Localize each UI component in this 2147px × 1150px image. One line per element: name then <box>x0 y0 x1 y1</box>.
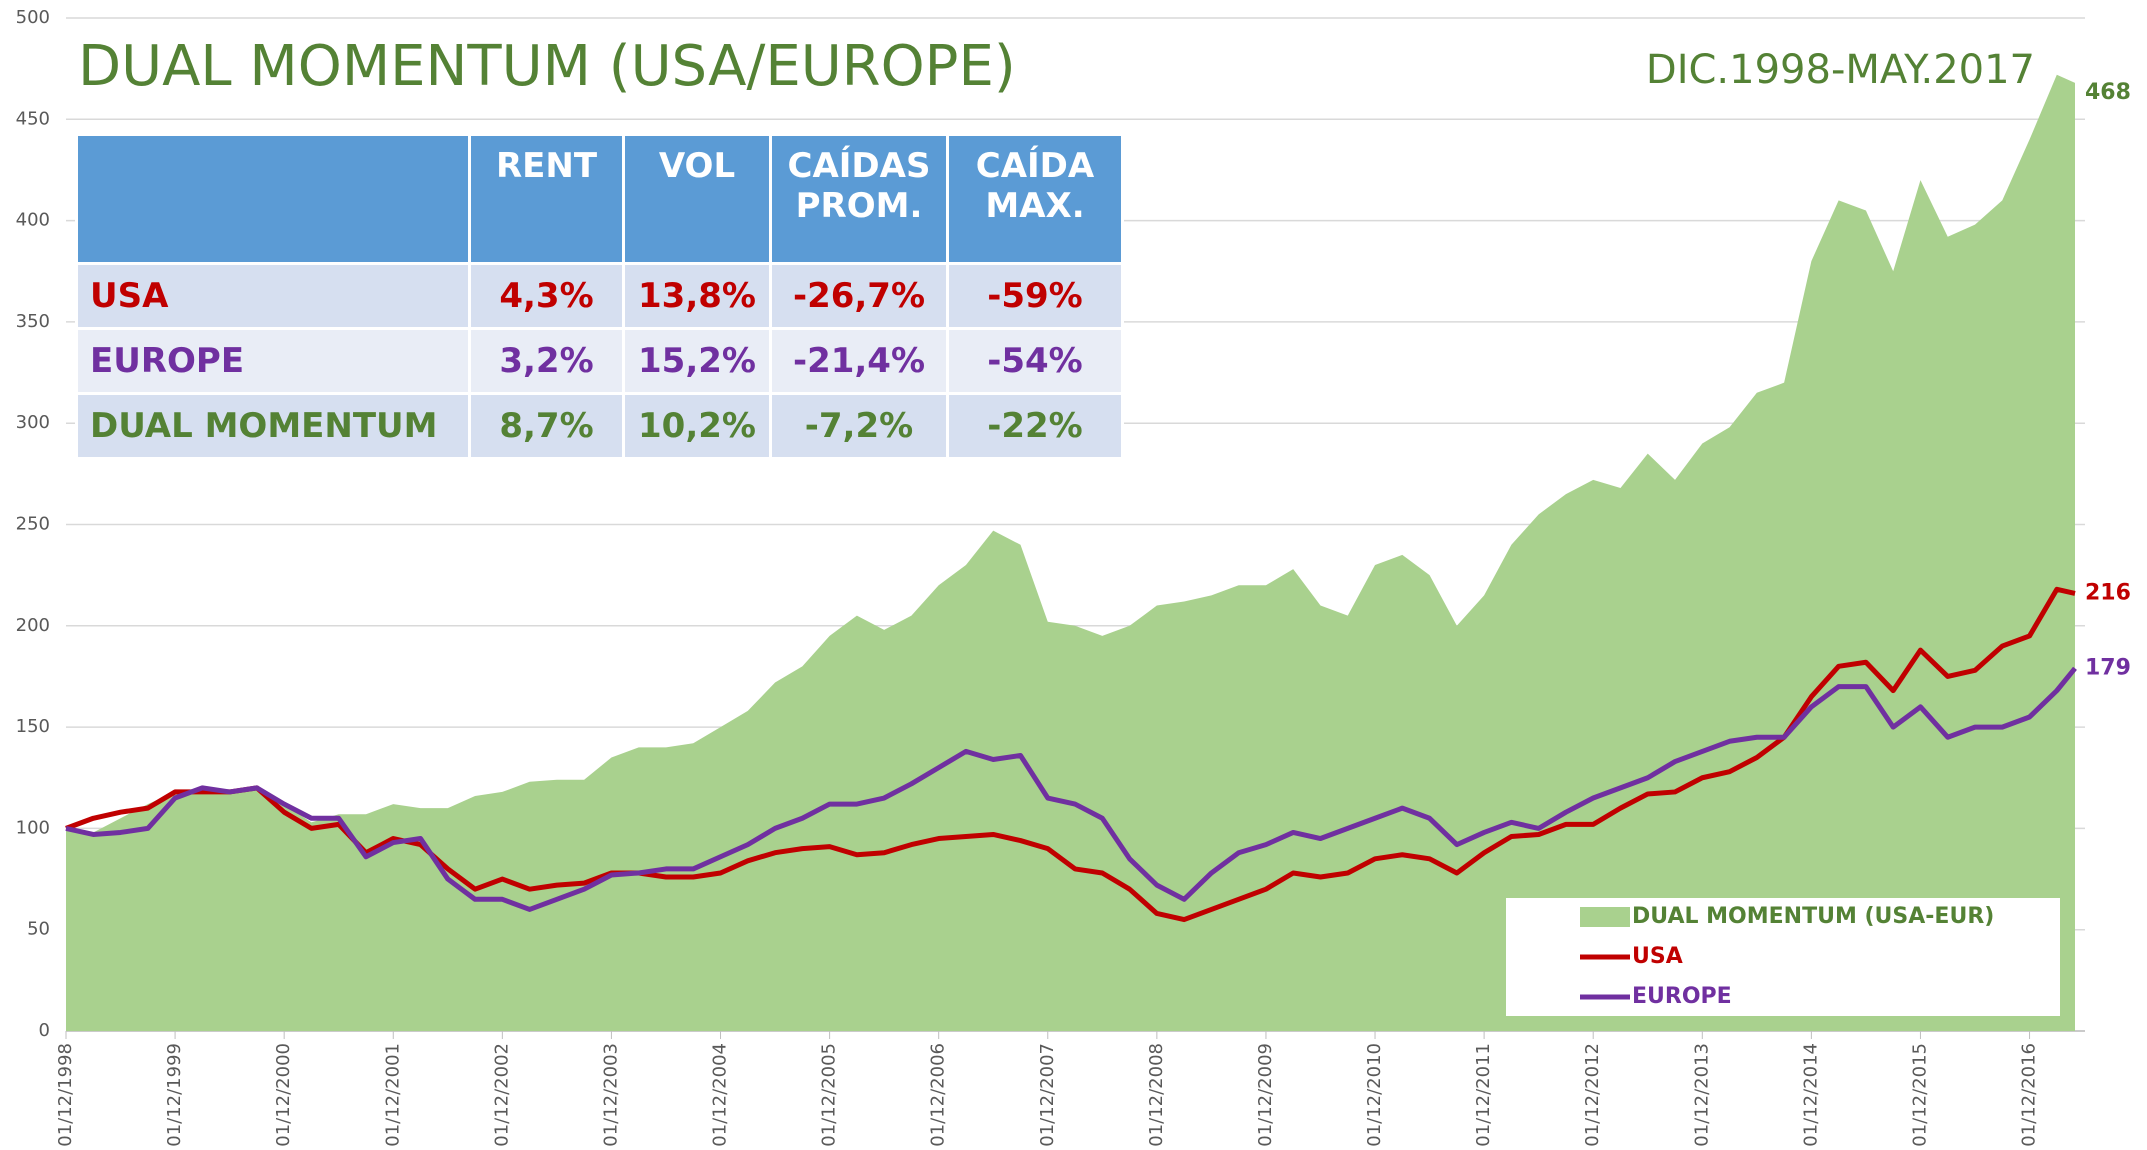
x-tick-label: 01/12/2010 <box>1364 1043 1385 1147</box>
end-label: 468 <box>2085 80 2131 105</box>
table-cell: 13,8% <box>622 262 772 330</box>
table-cell: 3,2% <box>468 327 625 395</box>
row-name: USA <box>75 262 471 330</box>
x-tick-label: 01/12/2004 <box>710 1043 731 1147</box>
x-tick-label: 01/12/2003 <box>600 1043 621 1147</box>
header-cell: CAÍDAS PROM. <box>769 133 949 265</box>
table-cell: -26,7% <box>769 262 949 330</box>
x-tick-label: 01/12/1999 <box>164 1043 185 1147</box>
table-cell: -21,4% <box>769 327 949 395</box>
y-tick-label: 300 <box>16 412 50 433</box>
x-tick-label: 01/12/2015 <box>1909 1043 1930 1147</box>
x-tick-label: 01/12/2000 <box>273 1043 294 1147</box>
legend-label: DUAL MOMENTUM (USA-EUR) <box>1632 904 1994 929</box>
table-body: USA 4,3% 13,8% -26,7% -59% EUROPE 3,2% 15,2% -21… <box>75 262 1124 460</box>
table-cell: -59% <box>946 262 1124 330</box>
legend: DUAL MOMENTUM (USA-EUR) USA EUROPE <box>1580 904 1994 1009</box>
table-cell: 4,3% <box>468 262 625 330</box>
legend-label: USA <box>1632 944 1683 969</box>
y-tick-label: 0 <box>39 1020 50 1041</box>
x-tick-label: 01/12/2016 <box>2019 1043 2040 1147</box>
area <box>66 74 2075 1031</box>
row-name: EUROPE <box>75 327 471 395</box>
marks <box>65 74 2077 1031</box>
x-tick-label: 01/12/2006 <box>928 1043 949 1147</box>
x-tick-label: 01/12/2001 <box>382 1043 403 1147</box>
header-cell: RENT <box>468 133 625 265</box>
x-tick-label: 01/12/2009 <box>1255 1043 1276 1147</box>
y-tick-label: 450 <box>16 108 50 129</box>
table-cell: -7,2% <box>769 392 949 460</box>
table-header: RENT VOL CAÍDAS PROM. CAÍDA MAX. <box>75 133 1124 265</box>
y-tick-label: 50 <box>27 919 50 940</box>
x-tick-label: 01/12/2002 <box>491 1043 512 1147</box>
y-tick-label: 250 <box>16 514 50 535</box>
x-tick-label: 01/12/2014 <box>1800 1043 1821 1147</box>
stats-table: RENT VOL CAÍDAS PROM. CAÍDA MAX. USA 4,3% 13,… <box>75 133 1124 460</box>
end-label: 179 <box>2085 655 2131 680</box>
header-cell: VOL <box>622 133 772 265</box>
legend-swatch <box>1580 907 1630 927</box>
table-cell: -54% <box>946 327 1124 395</box>
x-tick-label: 01/12/2011 <box>1473 1043 1494 1147</box>
y-tick-label: 150 <box>16 716 50 737</box>
x-tick-label: 01/12/2013 <box>1691 1043 1712 1147</box>
header-cell: CAÍDA MAX. <box>946 133 1124 265</box>
line <box>65 666 2077 912</box>
end-label: 216 <box>2085 580 2131 605</box>
x-tick-label: 01/12/2007 <box>1037 1043 1058 1147</box>
table-row: DUAL MOMENTUM 8,7% 10,2% -7,2% -22% <box>75 392 1124 460</box>
y-tick-label: 350 <box>16 311 50 332</box>
y-tick-label: 500 <box>16 7 50 28</box>
x-tick-label: 01/12/1998 <box>55 1043 76 1147</box>
table-cell: -22% <box>946 392 1124 460</box>
y-tick-label: 200 <box>16 615 50 636</box>
legend-label: EUROPE <box>1632 984 1732 1009</box>
table-row: USA 4,3% 13,8% -26,7% -59% <box>75 262 1124 330</box>
y-tick-label: 100 <box>16 817 50 838</box>
chart-subtitle: DIC.1998-MAY.2017 <box>1646 47 2035 93</box>
x-tick-label: 01/12/2005 <box>819 1043 840 1147</box>
row-name: DUAL MOMENTUM <box>75 392 471 460</box>
table-row: EUROPE 3,2% 15,2% -21,4% -54% <box>75 327 1124 395</box>
header-blank <box>75 133 471 265</box>
table-cell: 8,7% <box>468 392 625 460</box>
x-tick-label: 01/12/2012 <box>1582 1043 1603 1147</box>
x-tick-label: 01/12/2008 <box>1146 1043 1167 1147</box>
table-cell: 10,2% <box>622 392 772 460</box>
labels: 0 50 100 150 200 250 300 350 400 450 500 01/12/1998… <box>16 7 2131 1147</box>
table-cell: 15,2% <box>622 327 772 395</box>
y-tick-label: 400 <box>16 210 50 231</box>
chart-title: DUAL MOMENTUM (USA/EUROPE) <box>78 34 1016 99</box>
